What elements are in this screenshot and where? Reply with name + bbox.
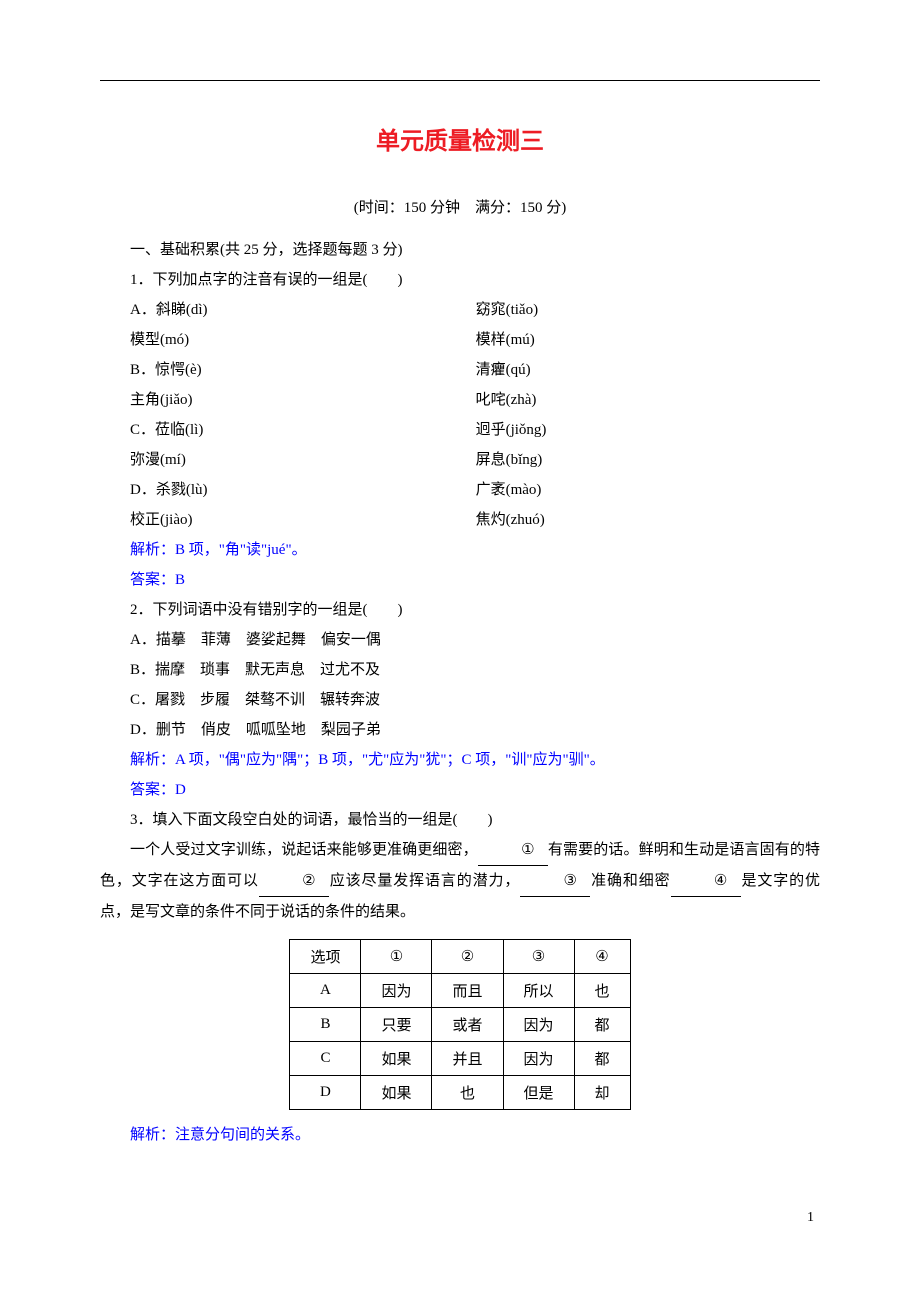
table-cell: 都 (574, 1042, 630, 1076)
table-cell: 也 (574, 974, 630, 1008)
table-header-cell: ③ (503, 940, 574, 974)
q1-row: 模型(mó) 模样(mú) (100, 325, 820, 355)
table-cell: C (290, 1042, 361, 1076)
table-cell: 如果 (361, 1042, 432, 1076)
q2-option: A．描摹 菲薄 婆娑起舞 偏安一偶 (100, 625, 820, 655)
table-header-cell: ① (361, 940, 432, 974)
q3-passage-text: 一个人受过文字训练，说起话来能够更准确更细密， (130, 842, 478, 858)
q1-cell-left: 校正(jiào) (100, 505, 446, 535)
table-cell: B (290, 1008, 361, 1042)
table-cell: D (290, 1076, 361, 1110)
table-header-cell: ④ (574, 940, 630, 974)
q3-explain: 解析：注意分句间的关系。 (100, 1120, 820, 1150)
q1-cell-right: 广袤(mào) (446, 475, 820, 505)
q2-option: D．删节 俏皮 呱呱坠地 梨园子弟 (100, 715, 820, 745)
page-number: 1 (100, 1210, 820, 1226)
q2-option: B．揣摩 琐事 默无声息 过尤不及 (100, 655, 820, 685)
top-rule (100, 80, 820, 81)
q1-cell-left: B．惊愕(è) (100, 355, 446, 385)
q2-option: C．屠戮 步履 桀骜不训 辗转奔波 (100, 685, 820, 715)
q1-row: 主角(jiǎo) 叱咤(zhà) (100, 385, 820, 415)
q1-row: C．莅临(lì) 迥乎(jiǒng) (100, 415, 820, 445)
q3-passage-text: 应该尽量发挥语言的潜力， (329, 873, 520, 889)
table-row: B 只要 或者 因为 都 (290, 1008, 630, 1042)
table-cell: 因为 (503, 1008, 574, 1042)
table-row: C 如果 并且 因为 都 (290, 1042, 630, 1076)
table-cell: 并且 (432, 1042, 503, 1076)
table-cell: 因为 (361, 974, 432, 1008)
table-cell: 而且 (432, 974, 503, 1008)
q3-passage: 一个人受过文字训练，说起话来能够更准确更细密，①有需要的话。鲜明和生动是语言固有… (100, 835, 820, 927)
q3-passage-text: 准确和细密 (590, 873, 670, 889)
table-row: A 因为 而且 所以 也 (290, 974, 630, 1008)
table-cell: 只要 (361, 1008, 432, 1042)
table-header-cell: 选项 (290, 940, 361, 974)
q1-row: 校正(jiào) 焦灼(zhuó) (100, 505, 820, 535)
q1-cell-left: 弥漫(mí) (100, 445, 446, 475)
q1-answer: 答案：B (100, 565, 820, 595)
q1-stem: 1．下列加点字的注音有误的一组是( ) (100, 265, 820, 295)
exam-meta: (时间：150 分钟 满分：150 分) (100, 196, 820, 217)
q3-options-table: 选项 ① ② ③ ④ A 因为 而且 所以 也 B 只要 或者 因为 都 C 如… (289, 939, 630, 1110)
q1-cell-right: 焦灼(zhuó) (446, 505, 820, 535)
q1-row: 弥漫(mí) 屏息(bǐng) (100, 445, 820, 475)
q1-cell-left: D．杀戮(lù) (100, 475, 446, 505)
q1-cell-left: 模型(mó) (100, 325, 446, 355)
table-cell: 或者 (432, 1008, 503, 1042)
q3-blank-1: ① (478, 835, 548, 866)
q1-cell-right: 模样(mú) (446, 325, 820, 355)
q2-explain: 解析：A 项，"偶"应为"隅"；B 项，"尤"应为"犹"；C 项，"训"应为"驯… (100, 745, 820, 775)
table-cell: 却 (574, 1076, 630, 1110)
page-title: 单元质量检测三 (100, 121, 820, 156)
q1-cell-right: 叱咤(zhà) (446, 385, 820, 415)
q1-row: D．杀戮(lù) 广袤(mào) (100, 475, 820, 505)
q1-row: A．斜睇(dì) 窈窕(tiǎo) (100, 295, 820, 325)
q1-cell-left: C．莅临(lì) (100, 415, 446, 445)
q1-cell-right: 迥乎(jiǒng) (446, 415, 820, 445)
q1-cell-left: A．斜睇(dì) (100, 295, 446, 325)
q1-cell-left: 主角(jiǎo) (100, 385, 446, 415)
table-header-cell: ② (432, 940, 503, 974)
table-cell: A (290, 974, 361, 1008)
table-cell: 所以 (503, 974, 574, 1008)
q2-stem: 2．下列词语中没有错别字的一组是( ) (100, 595, 820, 625)
section-heading-1: 一、基础积累(共 25 分，选择题每题 3 分) (100, 235, 820, 265)
table-cell: 但是 (503, 1076, 574, 1110)
table-cell: 因为 (503, 1042, 574, 1076)
q3-blank-2: ② (259, 866, 329, 897)
q1-cell-right: 屏息(bǐng) (446, 445, 820, 475)
q1-row: B．惊愕(è) 清癯(qú) (100, 355, 820, 385)
q3-blank-3: ③ (520, 866, 590, 897)
q2-answer: 答案：D (100, 775, 820, 805)
q1-cell-right: 窈窕(tiǎo) (446, 295, 820, 325)
table-cell: 如果 (361, 1076, 432, 1110)
table-header-row: 选项 ① ② ③ ④ (290, 940, 630, 974)
q3-blank-4: ④ (671, 866, 741, 897)
table-cell: 也 (432, 1076, 503, 1110)
table-cell: 都 (574, 1008, 630, 1042)
table-row: D 如果 也 但是 却 (290, 1076, 630, 1110)
q1-cell-right: 清癯(qú) (446, 355, 820, 385)
q1-explain: 解析：B 项，"角"读"jué"。 (100, 535, 820, 565)
q3-stem: 3．填入下面文段空白处的词语，最恰当的一组是( ) (100, 805, 820, 835)
